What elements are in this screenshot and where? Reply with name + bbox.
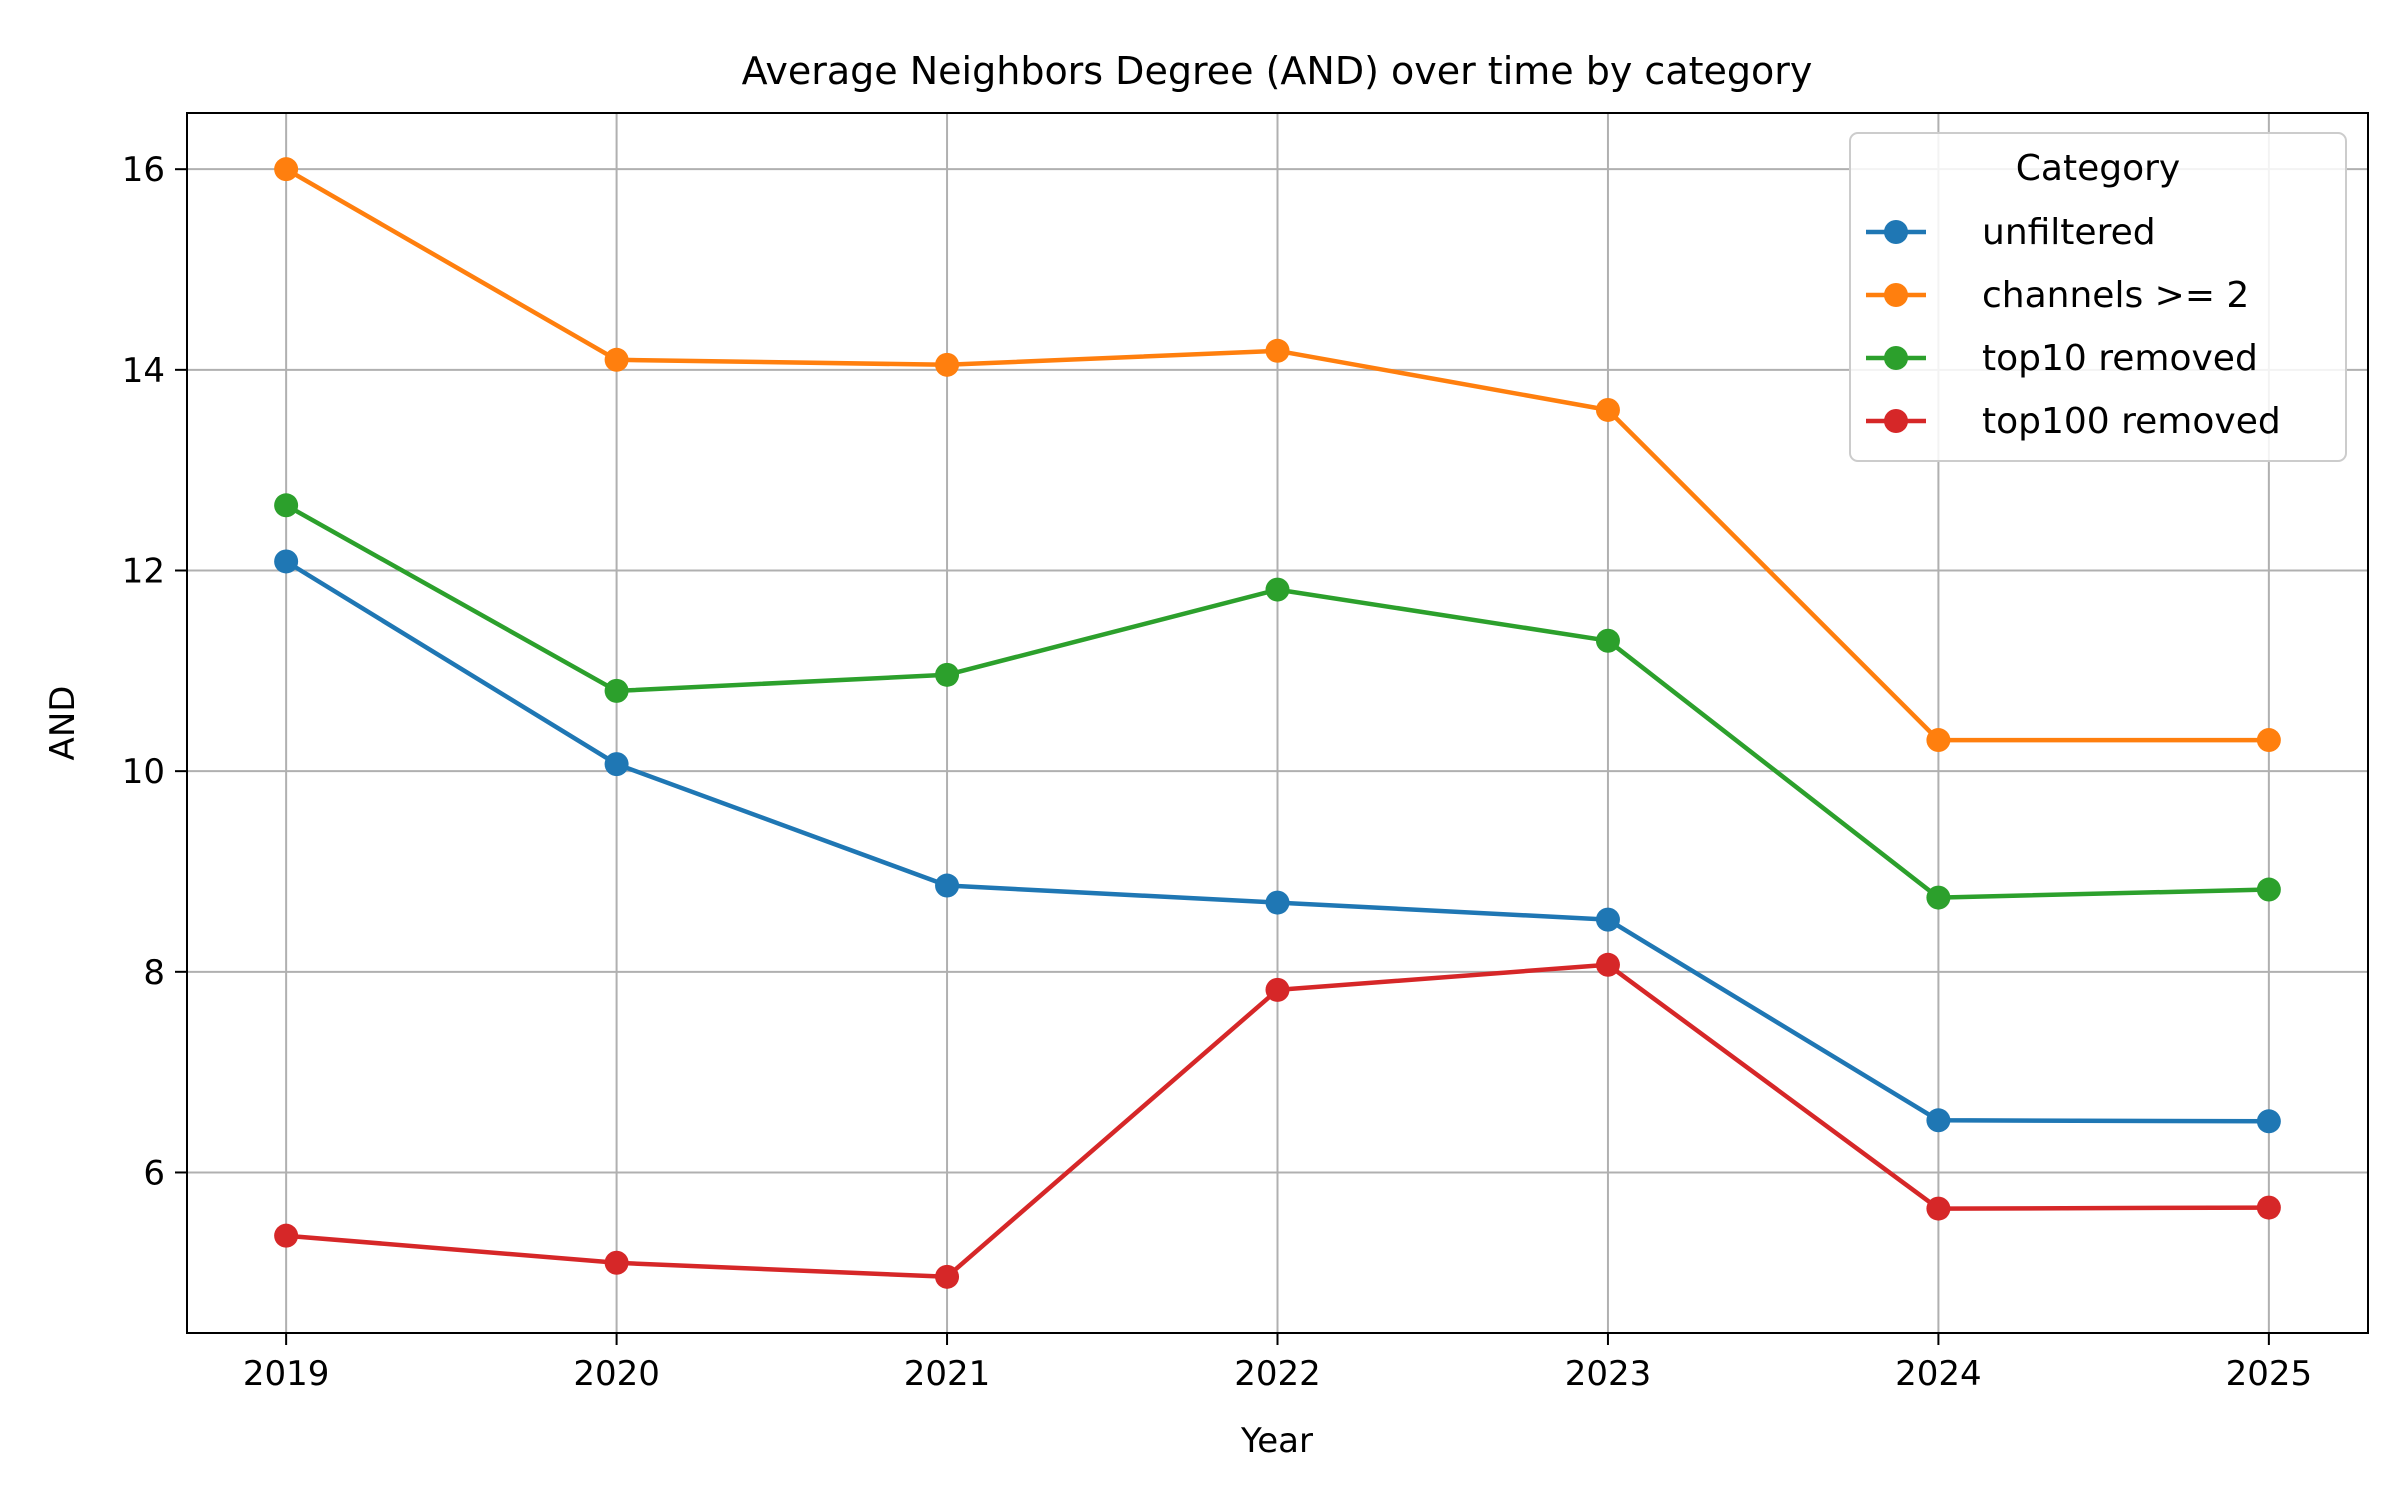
data-point [1595,907,1620,932]
axis-ticks: 2019 2020 2021 2022 2023 2024 2025 6 8 10 12 14 16 [122,150,2312,1394]
series-top10-removed [274,493,2281,910]
data-point [604,1250,629,1275]
data-point [1595,397,1620,422]
data-point [604,678,629,703]
data-point [274,157,299,182]
legend: Category unfiltered channels >= 2 top10 re… [1849,132,2347,462]
x-tick-label: 2021 [904,1354,991,1394]
data-point [1595,628,1620,653]
x-tick-label: 2019 [243,1354,330,1394]
data-point [2256,877,2281,902]
y-tick-label: 14 [122,351,165,391]
legend-item: unfiltered [1866,212,2156,253]
data-point [1265,890,1290,915]
series-layer [274,157,2281,1289]
legend-items: unfiltered channels >= 2 top10 removed top1… [1866,212,2281,442]
data-point [2256,728,2281,753]
legend-swatch-marker [1884,409,1908,433]
series-unfiltered [274,549,2281,1134]
data-point [935,352,960,377]
data-point [604,752,629,777]
data-point [274,549,299,574]
data-point [1265,977,1290,1002]
data-point [1265,577,1290,602]
data-point [935,662,960,687]
legend-swatch-marker [1884,346,1908,370]
data-point [1926,728,1951,753]
data-point [604,347,629,372]
x-tick-label: 2023 [1565,1354,1652,1394]
legend-item: channels >= 2 [1866,275,2249,316]
data-point [2256,1195,2281,1220]
data-point [274,1223,299,1248]
y-tick-label: 6 [143,1153,165,1193]
y-tick-label: 16 [122,150,165,190]
y-axis-label: AND [43,686,83,761]
data-point [1926,1108,1951,1133]
x-tick-label: 2020 [573,1354,660,1394]
data-point [1926,1196,1951,1221]
data-point [274,493,299,518]
x-axis-label: Year [1240,1421,1313,1461]
chart-title: Average Neighbors Degree (AND) over time… [742,49,1813,93]
legend-item: top10 removed [1866,338,2258,379]
legend-item: top100 removed [1866,401,2281,442]
legend-swatch-marker [1884,220,1908,244]
data-point [2256,1109,2281,1134]
legend-frame [1849,132,2347,462]
y-tick-label: 10 [122,752,165,792]
x-tick-label: 2024 [1895,1354,1982,1394]
data-point [935,873,960,898]
legend-label: top10 removed [1982,338,2258,379]
series-top100-removed [274,952,2281,1289]
y-tick-label: 8 [143,953,165,993]
series-channels-2 [274,157,2281,753]
legend-label: top100 removed [1982,401,2281,442]
legend-title: Category [2016,148,2180,189]
legend-label: channels >= 2 [1982,275,2249,316]
y-tick-label: 12 [122,552,165,592]
data-point [1595,952,1620,977]
x-tick-label: 2025 [2226,1354,2313,1394]
grid-lines [187,113,2368,1333]
data-point [1265,338,1290,363]
data-point [1926,885,1951,910]
legend-label: unfiltered [1982,212,2156,253]
legend-swatch-marker [1884,283,1908,307]
x-tick-label: 2022 [1234,1354,1321,1394]
data-point [935,1264,960,1289]
